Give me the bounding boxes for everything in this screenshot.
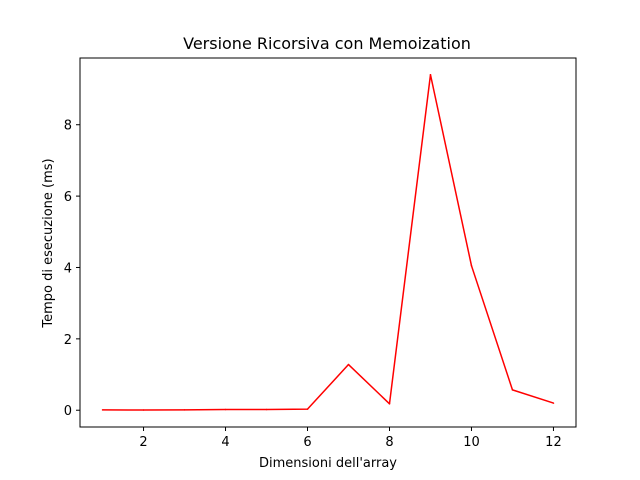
x-tick-label: 8 bbox=[385, 435, 393, 450]
y-tick-label: 6 bbox=[64, 190, 72, 205]
chart-title: Versione Ricorsiva con Memoization bbox=[183, 34, 471, 53]
data-point bbox=[511, 389, 514, 391]
data-point bbox=[224, 408, 227, 411]
x-axis-ticks: 2 4 6 8 10 12 bbox=[139, 427, 562, 450]
x-tick-label: 12 bbox=[545, 435, 562, 450]
data-point bbox=[142, 409, 145, 411]
y-axis-label: Tempo di esecuzione (ms) bbox=[41, 158, 56, 328]
data-point bbox=[470, 264, 473, 267]
y-tick-label: 8 bbox=[64, 119, 72, 134]
x-tick-label: 2 bbox=[139, 435, 147, 450]
data-point bbox=[101, 409, 104, 411]
series-line bbox=[102, 74, 554, 411]
data-point bbox=[265, 408, 268, 411]
data-point bbox=[429, 74, 432, 76]
data-point bbox=[347, 363, 350, 366]
x-tick-label: 10 bbox=[463, 435, 480, 450]
plot-area-frame bbox=[79, 57, 577, 428]
x-tick-label: 6 bbox=[303, 435, 311, 450]
data-point bbox=[388, 403, 391, 405]
data-point bbox=[306, 408, 309, 410]
y-tick-label: 0 bbox=[64, 404, 72, 419]
x-tick-label: 4 bbox=[221, 435, 229, 450]
data-point bbox=[183, 409, 186, 411]
x-axis-label: Dimensioni dell'array bbox=[259, 456, 397, 471]
y-tick-label: 2 bbox=[64, 333, 72, 348]
data-point bbox=[552, 402, 555, 404]
y-axis-ticks: 0 2 4 6 8 bbox=[64, 119, 80, 419]
y-tick-label: 4 bbox=[64, 261, 72, 276]
series-layer bbox=[101, 74, 555, 411]
